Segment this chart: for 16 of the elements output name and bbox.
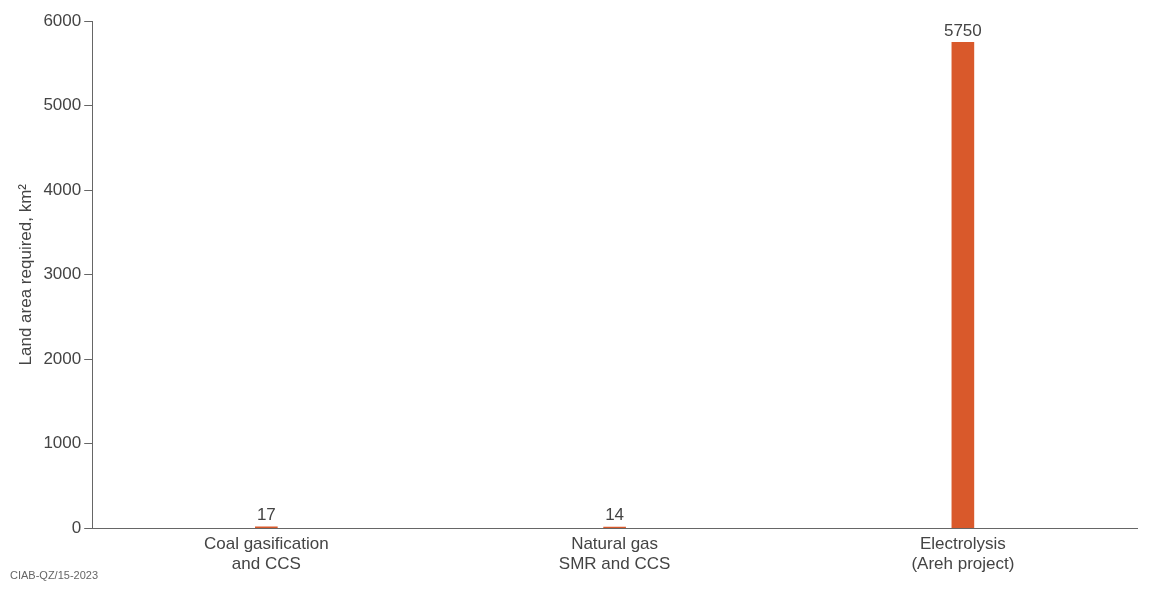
y-tick-label: 5000 xyxy=(43,95,82,115)
y-tick-label: 1000 xyxy=(43,433,82,453)
data-label: 5750 xyxy=(943,20,982,40)
y-tick-label: 3000 xyxy=(43,264,82,284)
y-tick-label: 0 xyxy=(71,517,82,537)
y-tick-label: 6000 xyxy=(43,10,82,30)
x-tick-label: Natural gas SMR and CCS xyxy=(558,534,671,574)
x-tick-label: Electrolysis (Areh project) xyxy=(911,534,1015,574)
text: CIAB-QZ/15-2023 xyxy=(10,568,99,581)
data-label: 17 xyxy=(256,504,276,524)
bar xyxy=(951,42,975,529)
data-label: 14 xyxy=(605,505,625,525)
y-tick-label: 2000 xyxy=(43,348,82,368)
x-tick-label: Coal gasification and CCS xyxy=(203,534,329,574)
y-axis-title: Land area required, km² xyxy=(15,183,35,366)
y-tick-label: 4000 xyxy=(43,179,82,199)
